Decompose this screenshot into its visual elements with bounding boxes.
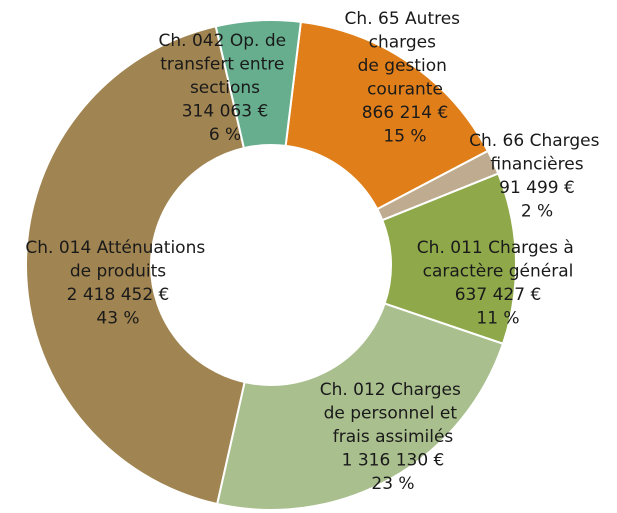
label-line: de gestion — [358, 56, 453, 76]
label-line: sections — [190, 78, 260, 98]
label-line: caractère général — [423, 262, 574, 282]
label-line: Ch. 66 Charges — [469, 131, 605, 151]
percent-label: 6 % — [209, 125, 241, 145]
label-line: Ch. 014 Atténuations — [25, 238, 210, 258]
value-label: 1 316 130 € — [342, 451, 445, 471]
slice-label: Ch. 042 Op. de transfert entre sections — [159, 31, 292, 98]
slice-label: Ch. 65 Autres charges de gestion courant… — [345, 9, 466, 100]
slice-label: Ch. 66 Charges financières — [469, 131, 605, 175]
value-label: 91 499 € — [499, 178, 575, 198]
value-label: 637 427 € — [455, 285, 542, 305]
label-line: Ch. 042 Op. de — [159, 31, 292, 51]
slice-label: Ch. 011 Charges à caractère général — [417, 238, 579, 282]
percent-label: 11 % — [476, 309, 519, 329]
percent-label: 43 % — [96, 309, 139, 329]
value-label: 866 214 € — [362, 103, 449, 123]
label-line: frais assimilés — [333, 427, 454, 447]
value-label: 2 418 452 € — [67, 285, 170, 305]
percent-label: 2 % — [521, 202, 553, 222]
percent-label: 23 % — [371, 474, 414, 494]
label-line: financières — [490, 155, 583, 175]
label-line: charges — [369, 33, 442, 53]
donut-slice — [214, 19, 302, 150]
label-line: transfert entre — [160, 55, 290, 75]
donut-slice — [215, 302, 505, 511]
label-line: de produits — [70, 262, 166, 282]
label-line: courante — [367, 80, 443, 100]
value-label: 314 063 € — [182, 102, 269, 122]
donut-slice — [284, 20, 490, 211]
label-line: Ch. 65 Autres — [345, 9, 466, 29]
percent-label: 15 % — [383, 127, 426, 147]
slice-label: Ch. 012 Charges de personnel et frais as… — [320, 380, 467, 447]
donut-slice — [25, 25, 246, 506]
label-line: de personnel et — [324, 404, 463, 424]
label-line: Ch. 012 Charges — [320, 380, 467, 400]
slice-label: Ch. 014 Atténuations de produits — [25, 238, 210, 282]
label-line: Ch. 011 Charges à — [417, 238, 579, 258]
